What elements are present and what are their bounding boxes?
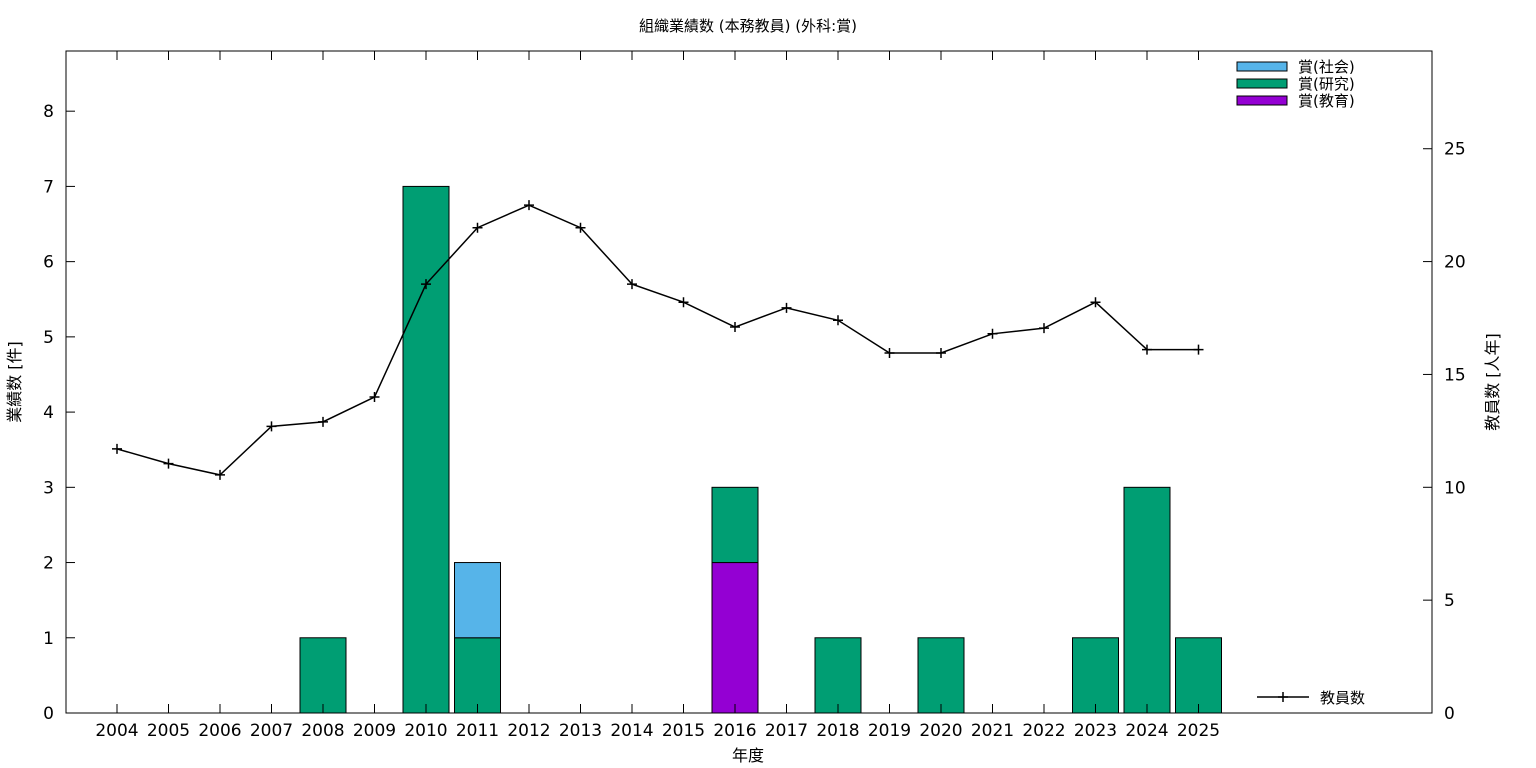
x-tick-label-2020: 2020 — [919, 721, 962, 741]
x-tick-label-2021: 2021 — [971, 721, 1014, 741]
y-tick-label-5: 5 — [43, 328, 54, 348]
legend-swatch-2 — [1236, 95, 1288, 106]
line-point-2024 — [1142, 344, 1152, 355]
bar-2008-series-1 — [299, 637, 347, 714]
bar-2023-series-1 — [1072, 637, 1119, 714]
line-point-2021 — [987, 328, 998, 339]
legend-swatch-0 — [1236, 61, 1288, 72]
line-point-2020 — [936, 347, 946, 358]
line-point-2017 — [781, 302, 792, 313]
line-point-2012 — [524, 200, 534, 211]
x-tick-label-2022: 2022 — [1022, 721, 1065, 741]
bar-2011-series-2 — [454, 562, 501, 639]
x-tick-label-2007: 2007 — [250, 721, 293, 741]
legend-label-0: 賞(社会) — [1298, 58, 1355, 76]
legend: 賞(社会)賞(研究)賞(教育) 教員数 — [1236, 58, 1365, 707]
y-tick-label-0: 0 — [43, 704, 54, 724]
x-tick-label-2008: 2008 — [301, 721, 344, 741]
y2-tick-label-10: 10 — [1444, 478, 1466, 498]
line-point-2018 — [833, 315, 843, 326]
y2-tick-label-15: 15 — [1444, 365, 1466, 385]
x-axis-label: 年度 — [732, 746, 764, 765]
chart-title: 組織業績数 (本務教員) (外科:賞) — [639, 17, 857, 35]
line-point-2023 — [1090, 297, 1101, 308]
x-tick-label-2024: 2024 — [1125, 721, 1168, 741]
line-point-2006 — [215, 469, 225, 480]
y2-tick-label-0: 0 — [1444, 704, 1455, 724]
x-tick-label-2015: 2015 — [662, 721, 705, 741]
bar-2025-series-1 — [1175, 637, 1222, 714]
y-tick-label-6: 6 — [43, 253, 54, 273]
y2-tick-label-25: 25 — [1444, 140, 1466, 160]
bar-2020-series-1 — [917, 637, 965, 714]
y-tick-label-7: 7 — [43, 177, 54, 197]
x-tick-label-2019: 2019 — [868, 721, 911, 741]
x-tick-label-2013: 2013 — [559, 721, 602, 741]
line-point-2015 — [678, 297, 689, 308]
y-tick-label-2: 2 — [43, 554, 54, 574]
x-tick-label-2005: 2005 — [147, 721, 190, 741]
y-tick-label-8: 8 — [43, 102, 54, 122]
line-faculty-count — [116, 204, 1199, 476]
y2-axis-label: 教員数 [人年] — [1483, 333, 1502, 431]
x-tick-label-2025: 2025 — [1177, 721, 1220, 741]
y-tick-label-4: 4 — [43, 403, 54, 423]
plot-frame — [65, 50, 1433, 714]
bar-2024-series-1 — [1123, 486, 1171, 714]
line-point-2011 — [472, 222, 483, 233]
y2-tick-label-20: 20 — [1444, 253, 1466, 273]
x-tick-label-2009: 2009 — [353, 721, 396, 741]
line-point-2022 — [1039, 323, 1049, 334]
y-axis-label: 業績数 [件] — [5, 341, 24, 423]
line-point-2025 — [1193, 344, 1204, 355]
legend-label-2: 賞(教育) — [1298, 92, 1355, 110]
x-tick-label-2004: 2004 — [95, 721, 138, 741]
line-point-2007 — [266, 421, 277, 432]
line-point-2016 — [730, 322, 740, 333]
x-tick-label-2016: 2016 — [713, 721, 756, 741]
line-point-2008 — [318, 416, 328, 427]
x-tick-label-2011: 2011 — [456, 721, 499, 741]
line-point-2004 — [112, 443, 122, 454]
bar-2011-series-1 — [454, 637, 501, 714]
legend-line-marker — [1278, 692, 1288, 702]
line-point-2005 — [163, 458, 174, 469]
x-tick-label-2018: 2018 — [816, 721, 859, 741]
line-point-2019 — [884, 347, 895, 358]
x-tick-label-2017: 2017 — [765, 721, 808, 741]
line-point-2013 — [575, 222, 586, 233]
legend-line-label: 教員数 — [1320, 689, 1365, 707]
bar-2018-series-1 — [814, 637, 862, 714]
x-tick-label-2023: 2023 — [1074, 721, 1117, 741]
line-point-2009 — [369, 392, 380, 403]
x-tick-label-2010: 2010 — [404, 721, 447, 741]
y2-tick-label-5: 5 — [1444, 591, 1455, 611]
x-tick-label-2012: 2012 — [507, 721, 550, 741]
y-tick-label-1: 1 — [43, 629, 54, 649]
y-tick-label-3: 3 — [43, 478, 54, 498]
bar-2016-series-1 — [711, 486, 759, 564]
bar-2010-series-1 — [402, 185, 450, 714]
x-tick-label-2014: 2014 — [610, 721, 653, 741]
legend-label-1: 賞(研究) — [1298, 75, 1355, 93]
x-tick-label-2006: 2006 — [198, 721, 241, 741]
bar-2016-series-0 — [711, 562, 759, 714]
line-point-2014 — [627, 279, 637, 290]
legend-swatch-1 — [1236, 78, 1288, 89]
line-point-2010 — [421, 279, 431, 290]
